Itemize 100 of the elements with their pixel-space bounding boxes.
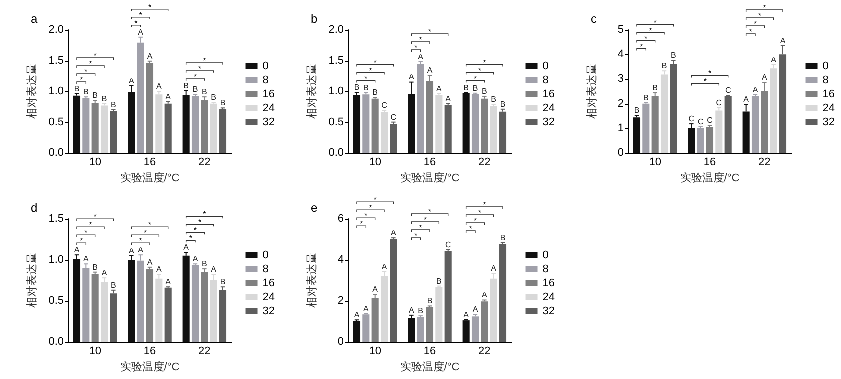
- data-label: B: [74, 84, 80, 94]
- text: *: [763, 4, 766, 13]
- y-tick-label: 4: [338, 254, 344, 266]
- legend-label: 16: [542, 278, 556, 290]
- data-label: A: [391, 228, 397, 238]
- data-label: B: [662, 62, 668, 71]
- text: *: [758, 12, 762, 21]
- legend-label: 32: [262, 116, 276, 128]
- y-tick-label: 5: [618, 24, 624, 36]
- data-label: C: [445, 240, 452, 250]
- data-label: A: [74, 246, 80, 255]
- data-label: B: [482, 86, 488, 96]
- annotation: *: [139, 236, 142, 246]
- legend-label: 8: [262, 264, 269, 276]
- legend-label: 8: [822, 74, 829, 86]
- y-tick-label: 2: [338, 295, 344, 308]
- legend-label: 24: [542, 102, 556, 114]
- data-label: A: [427, 66, 434, 75]
- x-tick-label: 16: [704, 156, 716, 169]
- data-label: B: [111, 100, 116, 110]
- y-tick-label: 2.0: [48, 24, 64, 36]
- x-tick-label: 16: [144, 156, 156, 169]
- data-label: A: [436, 84, 442, 94]
- y-tick-label: 0: [338, 336, 344, 348]
- x-tick-label: 16: [424, 346, 436, 358]
- data-label: C: [716, 98, 722, 108]
- x-tick-label: 22: [198, 156, 211, 169]
- data-label: A: [363, 304, 370, 314]
- data-label: A: [128, 76, 135, 86]
- data-label: C: [382, 101, 388, 110]
- data-label: A: [464, 310, 470, 320]
- y-tick-label: 2.0: [328, 24, 344, 36]
- legend-label: 32: [822, 116, 836, 128]
- data-label: B: [500, 233, 506, 242]
- legend-label: 8: [262, 74, 269, 86]
- x-tick-label: 16: [144, 346, 156, 358]
- x-axis-title: 实验温度/°C: [120, 172, 180, 184]
- legend-label: 16: [822, 88, 836, 100]
- data-label: B: [211, 93, 217, 102]
- data-label: B: [220, 278, 226, 287]
- data-label: C: [707, 116, 714, 126]
- annotation: *: [369, 66, 372, 76]
- data-label: A: [744, 95, 750, 104]
- text: *: [148, 2, 152, 12]
- y-tick-label: 1: [618, 122, 624, 134]
- y-tick-label: 4: [618, 48, 624, 61]
- data-label: B: [92, 91, 98, 100]
- annotation: *: [483, 58, 486, 68]
- data-label: A: [147, 52, 154, 61]
- x-tick-label: 22: [758, 156, 771, 169]
- annotation: *: [474, 216, 478, 226]
- data-label: B: [202, 88, 208, 97]
- x-tick-label: 16: [424, 156, 436, 169]
- annotation: *: [203, 56, 206, 66]
- legend-label: 16: [262, 88, 276, 100]
- annotation: *: [198, 64, 202, 74]
- y-tick-label: 1.0: [48, 86, 64, 98]
- annotation: *: [704, 77, 707, 86]
- annotation: *: [360, 220, 364, 229]
- data-label: A: [138, 246, 144, 255]
- annotation: *: [419, 36, 422, 45]
- legend-label: 0: [262, 250, 269, 262]
- data-label: B: [202, 260, 208, 269]
- annotation: *: [189, 234, 192, 244]
- x-tick-label: 22: [198, 346, 211, 358]
- chart-title: c: [591, 12, 597, 26]
- y-tick-label: 1.0: [328, 86, 344, 98]
- data-label: B: [427, 296, 433, 306]
- data-label: B: [491, 94, 497, 104]
- y-axis-title: 相对表达量: [306, 253, 318, 308]
- y-tick-label: 0.0: [328, 147, 344, 160]
- annotation: *: [424, 215, 427, 224]
- data-label: A: [156, 82, 162, 92]
- legend-label: 16: [542, 88, 556, 100]
- annotation: *: [419, 223, 422, 232]
- x-axis-title: 实验温度/°C: [400, 172, 460, 184]
- data-label: B: [418, 306, 424, 316]
- y-axis-title: 相对表达量: [305, 64, 318, 120]
- data-label: A: [166, 278, 172, 287]
- legend-label: 32: [542, 116, 556, 128]
- data-label: B: [643, 93, 649, 102]
- text: *: [483, 200, 486, 210]
- data-label: B: [354, 83, 360, 92]
- annotation: *: [198, 218, 202, 228]
- annotation: *: [478, 66, 482, 76]
- text: *: [754, 20, 758, 29]
- y-tick-label: 1.0: [48, 254, 64, 266]
- data-label: A: [752, 85, 759, 94]
- y-tick-label: 1.5: [328, 54, 344, 67]
- data-label: A: [408, 72, 415, 82]
- y-axis-title: 相对表达量: [586, 64, 598, 120]
- annotation: *: [374, 58, 377, 68]
- x-axis-title: 实验温度/°C: [120, 360, 180, 374]
- annotation: *: [364, 212, 368, 221]
- data-label: B: [184, 81, 189, 90]
- data-label: B: [652, 83, 658, 92]
- y-tick-label: 0.0: [48, 147, 64, 160]
- annotation: *: [474, 74, 478, 84]
- legend-label: 32: [262, 306, 276, 318]
- annotation: *: [708, 69, 712, 78]
